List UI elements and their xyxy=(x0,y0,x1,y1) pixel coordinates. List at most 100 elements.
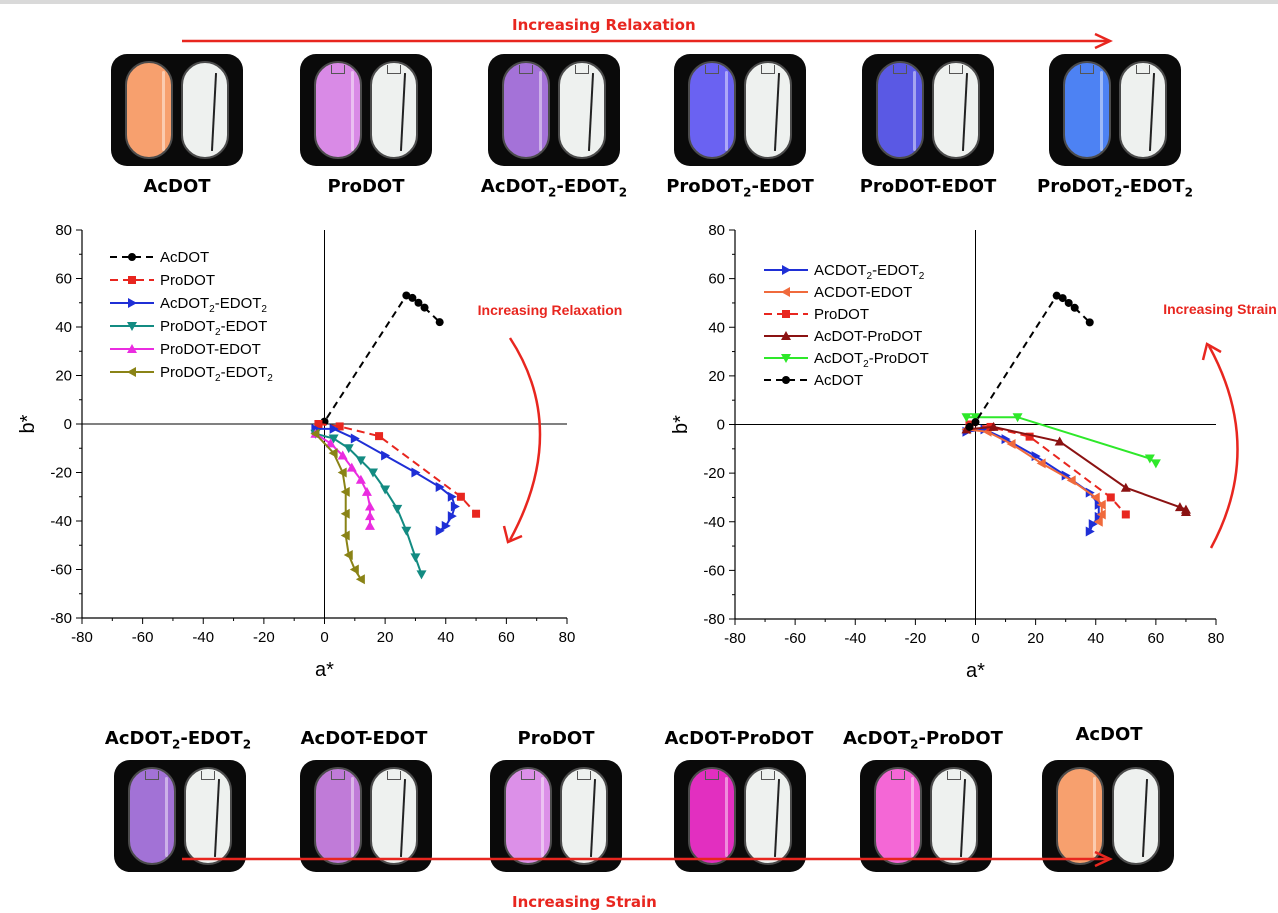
series-line xyxy=(966,428,1103,523)
data-point xyxy=(1093,516,1103,527)
data-point xyxy=(1070,303,1079,312)
legend-entry: ProDOT xyxy=(160,272,215,289)
x-tick-label: -20 xyxy=(253,629,275,646)
x-tick-label: 80 xyxy=(559,629,576,646)
data-point xyxy=(447,491,457,502)
legend-marker xyxy=(781,287,790,297)
series-6 xyxy=(965,291,1094,431)
x-tick-label: 60 xyxy=(498,629,515,646)
data-point xyxy=(1096,499,1106,510)
data-point xyxy=(375,432,384,441)
bottom-cuvette-2 xyxy=(300,760,432,872)
data-point xyxy=(1085,318,1094,327)
y-tick-label: -20 xyxy=(703,465,725,482)
bleached-film-vial xyxy=(1119,61,1167,159)
colored-film-vial xyxy=(314,61,362,159)
y-tick-label: 80 xyxy=(55,222,72,239)
bottom-banner-arrow xyxy=(182,850,1113,868)
data-point xyxy=(411,467,421,478)
legend-entry: ProDOT-EDOT xyxy=(160,341,261,358)
colored-film-vial xyxy=(128,767,176,865)
series-6 xyxy=(310,428,365,585)
bleached-film-vial xyxy=(930,767,978,865)
strain-curved-arrow xyxy=(1201,342,1239,549)
data-point xyxy=(314,420,323,428)
data-point xyxy=(961,413,972,423)
y-tick-label: -20 xyxy=(50,465,72,482)
y-tick-label: 60 xyxy=(708,271,725,288)
data-point xyxy=(335,422,344,431)
series-1 xyxy=(314,291,444,431)
data-point xyxy=(1025,432,1034,441)
data-point xyxy=(325,438,336,448)
top-border xyxy=(0,0,1278,4)
y-tick-label: 40 xyxy=(55,319,72,336)
colored-film-vial xyxy=(688,767,736,865)
data-point xyxy=(410,553,421,563)
x-tick-label: -20 xyxy=(905,630,927,647)
x-tick-label: -40 xyxy=(192,629,214,646)
x-tick-label: 0 xyxy=(971,630,979,647)
bottom-sample-label-1: AcDOT2-EDOT2 xyxy=(104,728,252,752)
bleached-film-vial xyxy=(560,767,608,865)
bottom-banner-text: Increasing Strain xyxy=(512,893,657,911)
data-point xyxy=(435,482,445,493)
data-point xyxy=(1054,436,1065,446)
chart-annotation: Increasing Strain xyxy=(1163,301,1277,317)
series-5 xyxy=(961,413,1161,469)
legend-marker xyxy=(128,276,136,284)
data-point xyxy=(420,303,429,312)
top-cuvette-3 xyxy=(488,54,620,166)
y-tick-label: -60 xyxy=(50,562,72,579)
bottom-cuvette-4 xyxy=(674,760,806,872)
data-point xyxy=(340,508,350,519)
top-sample-label-1: AcDOT xyxy=(143,176,211,197)
data-point xyxy=(472,509,481,518)
y-axis-label: b* xyxy=(670,415,692,434)
data-point xyxy=(355,474,366,484)
data-point xyxy=(350,433,360,444)
y-tick-label: 40 xyxy=(708,319,725,336)
axes: -80 -60 -40 -20 0 20 40 60 80 -80 -60 -40 -20 0 20 40 60… xyxy=(670,222,1224,682)
bleached-film-vial xyxy=(744,767,792,865)
data-point xyxy=(1052,291,1061,300)
data-point xyxy=(1012,413,1023,423)
series-1 xyxy=(962,424,1104,537)
data-point xyxy=(1085,526,1095,537)
data-point xyxy=(346,462,357,472)
data-point xyxy=(310,428,320,439)
y-tick-label: 0 xyxy=(64,416,72,433)
top-sample-label-2: ProDOT xyxy=(327,176,405,197)
data-point xyxy=(1150,459,1161,469)
top-banner-arrow xyxy=(182,32,1113,50)
legend-entry: ACDOT-EDOT xyxy=(814,284,912,301)
bottom-cuvette-6 xyxy=(1042,760,1174,872)
y-tick-label: 60 xyxy=(55,271,72,288)
data-point xyxy=(408,293,417,302)
data-point xyxy=(1058,294,1067,303)
data-point xyxy=(340,486,350,497)
data-point xyxy=(1121,510,1130,519)
colored-film-vial xyxy=(504,767,552,865)
legend-entry: AcDOT-ProDOT xyxy=(814,328,922,345)
colored-film-vial xyxy=(1056,767,1104,865)
y-tick-label: 20 xyxy=(708,368,725,385)
top-sample-label-6: ProDOT2-EDOT2 xyxy=(1037,176,1193,200)
data-point xyxy=(368,468,378,478)
data-point xyxy=(1066,475,1076,486)
data-point xyxy=(970,413,981,423)
data-point xyxy=(1064,298,1073,307)
data-point xyxy=(1120,482,1131,492)
series-4 xyxy=(961,421,1191,517)
x-tick-label: 40 xyxy=(1087,630,1104,647)
legend-marker xyxy=(781,331,791,340)
y-tick-label: -40 xyxy=(50,513,72,530)
legend-entry: ProDOT xyxy=(814,306,869,323)
bottom-cuvette-3 xyxy=(490,760,622,872)
data-point xyxy=(361,486,372,496)
legend-entry: ProDOT2-EDOT xyxy=(160,318,267,338)
data-point xyxy=(1106,493,1115,502)
data-point xyxy=(380,485,391,495)
colored-film-vial xyxy=(502,61,550,159)
data-point xyxy=(364,511,375,521)
